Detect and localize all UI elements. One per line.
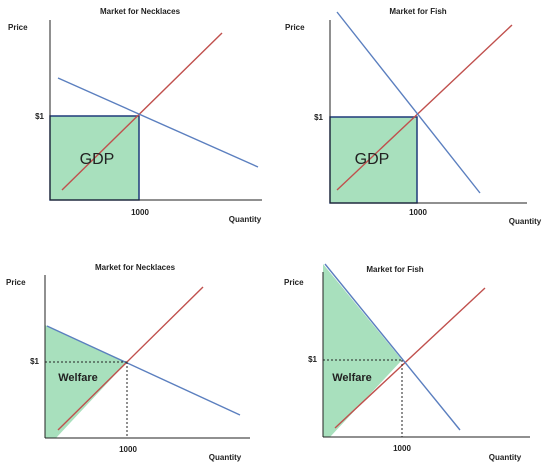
panel-title: Market for Necklaces (95, 263, 176, 272)
demand-curve (324, 263, 461, 431)
welfare-area (323, 264, 402, 437)
price-label: $1 (30, 357, 39, 366)
quantity-label: 1000 (119, 445, 137, 454)
area-label: Welfare (332, 372, 372, 384)
y-label: Price (284, 278, 304, 287)
x-label: Quantity (209, 453, 242, 462)
y-label: Price (285, 23, 305, 32)
panel-title: Market for Fish (366, 265, 423, 274)
price-label: $1 (35, 112, 44, 121)
demand-curve (46, 325, 241, 416)
y-label: Price (6, 278, 26, 287)
gdp-area (329, 116, 418, 204)
quantity-label: 1000 (131, 208, 149, 217)
price-label: $1 (308, 355, 317, 364)
panel: Market for Necklaces Price Quantity $1 1… (6, 263, 250, 462)
supply-curve (334, 287, 486, 429)
y-label: Price (8, 23, 28, 32)
panel-title: Market for Necklaces (100, 7, 181, 16)
area-label: GDP (80, 151, 115, 168)
x-label: Quantity (229, 215, 262, 224)
panel: Market for Necklaces Price Quantity $1 1… (8, 7, 262, 224)
x-label: Quantity (509, 217, 542, 226)
area-label: Welfare (58, 372, 98, 384)
price-label: $1 (314, 113, 323, 122)
supply-curve (61, 32, 223, 191)
panel: Market for Fish Price Quantity $1 1000 W… (284, 263, 530, 462)
quantity-label: 1000 (393, 444, 411, 453)
supply-curve (336, 24, 513, 191)
demand-curve (57, 77, 259, 168)
panel-title: Market for Fish (389, 7, 446, 16)
demand-curve (336, 11, 481, 194)
area-label: GDP (355, 151, 390, 168)
x-label: Quantity (489, 453, 522, 462)
quantity-label: 1000 (409, 208, 427, 217)
supply-curve (57, 286, 204, 431)
panel: Market for Fish Price Quantity $1 1000 G… (285, 7, 542, 226)
